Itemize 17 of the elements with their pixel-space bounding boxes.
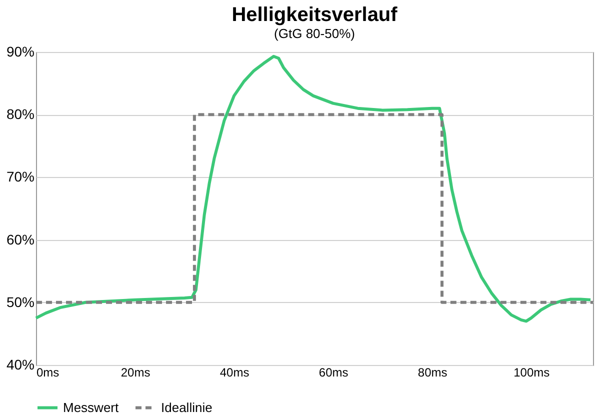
- legend-label: Ideallinie: [161, 400, 212, 415]
- y-tick-label: 80%: [6, 106, 34, 122]
- x-tick-label: 60ms: [318, 366, 348, 380]
- x-tick-label: 80ms: [418, 366, 448, 380]
- legend-label: Messwert: [63, 400, 120, 415]
- chart-subtitle: (GtG 80-50%): [274, 26, 355, 41]
- x-tick-label: 20ms: [120, 366, 150, 380]
- y-tick-label: 50%: [6, 294, 34, 310]
- y-tick-label: 60%: [6, 231, 34, 248]
- x-tick-label: 100ms: [514, 366, 550, 380]
- x-tick-label: 40ms: [220, 366, 250, 380]
- y-tick-label: 90%: [6, 44, 34, 60]
- x-tick-label: 0ms: [36, 366, 60, 380]
- line-series: [34, 54, 592, 323]
- y-tick-label: 40%: [6, 356, 34, 372]
- chart-title: Helligkeitsverlauf: [232, 4, 398, 26]
- y-tick-label: 70%: [6, 168, 34, 185]
